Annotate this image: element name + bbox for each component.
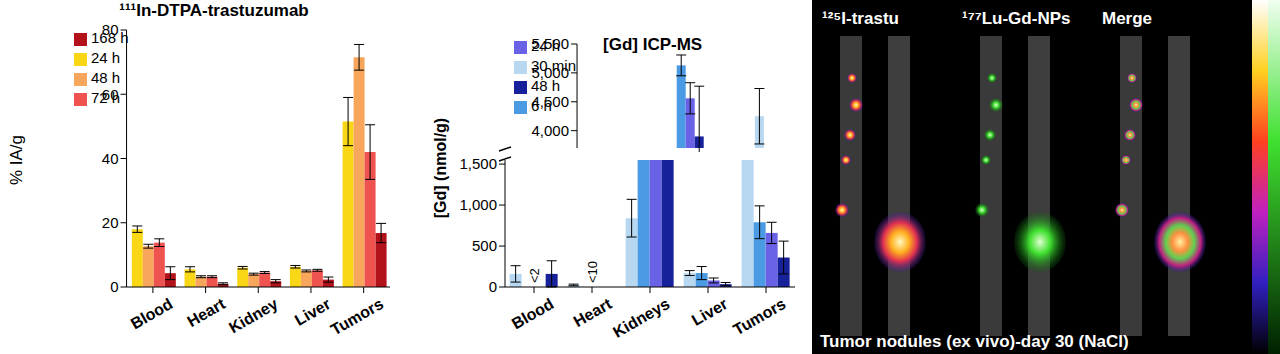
svg-text:500: 500 <box>472 237 497 254</box>
svg-text:Heart: Heart <box>184 295 229 331</box>
svg-text:1,500: 1,500 <box>459 155 497 172</box>
svg-text:60: 60 <box>102 86 119 103</box>
svg-text:Tumors: Tumors <box>730 295 788 339</box>
svg-text:<2: <2 <box>527 268 542 283</box>
svg-text:¹¹¹In-DTPA-trastuzumab: ¹¹¹In-DTPA-trastuzumab <box>119 1 309 20</box>
svg-text:4,000: 4,000 <box>531 122 569 139</box>
svg-text:Merge: Merge <box>1102 9 1152 28</box>
svg-text:20: 20 <box>102 214 119 231</box>
svg-text:Kidney: Kidney <box>226 295 281 336</box>
svg-text:4,500: 4,500 <box>531 93 569 110</box>
svg-text:Blood: Blood <box>509 295 557 332</box>
svg-text:¹²⁵I-trastu: ¹²⁵I-trastu <box>822 9 899 28</box>
svg-text:5,500: 5,500 <box>531 35 569 52</box>
svg-text:<10: <10 <box>585 261 600 283</box>
svg-text:Tumors: Tumors <box>328 295 386 339</box>
svg-text:Liver: Liver <box>689 295 731 329</box>
svg-text:0: 0 <box>489 278 497 295</box>
svg-text:¹⁷⁷Lu-Gd-NPs: ¹⁷⁷Lu-Gd-NPs <box>962 9 1070 28</box>
svg-text:5,000: 5,000 <box>531 64 569 81</box>
svg-text:1,000: 1,000 <box>459 196 497 213</box>
svg-text:40: 40 <box>102 150 119 167</box>
svg-text:Heart: Heart <box>571 295 616 331</box>
svg-text:0: 0 <box>110 278 118 295</box>
svg-text:Tumor nodules (ex vivo)-day 30: Tumor nodules (ex vivo)-day 30 (NaCl) <box>820 332 1129 351</box>
svg-text:[Gd] (nmol/g): [Gd] (nmol/g) <box>432 118 449 218</box>
svg-text:Kidneys: Kidneys <box>610 295 672 341</box>
svg-text:[Gd] ICP-MS: [Gd] ICP-MS <box>603 35 702 54</box>
svg-text:% IA/g: % IA/g <box>7 135 26 185</box>
svg-text:80: 80 <box>102 21 119 38</box>
svg-text:Blood: Blood <box>128 295 176 332</box>
